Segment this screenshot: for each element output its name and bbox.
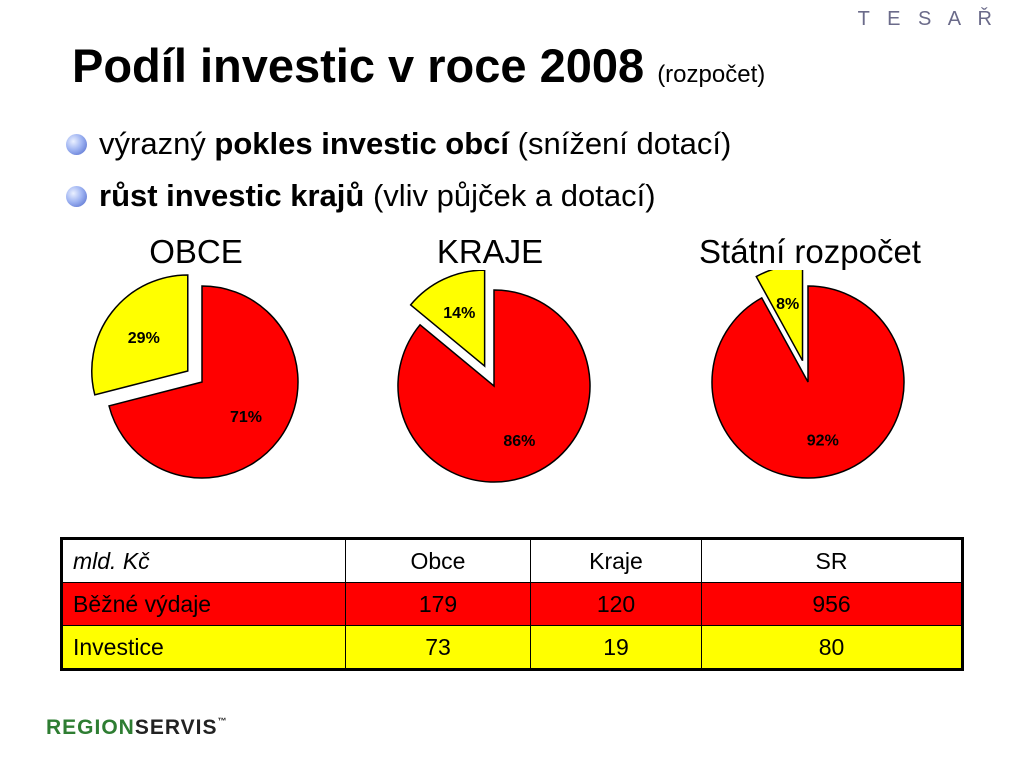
table-row: Běžné výdaje 179 120 956 [61, 582, 963, 626]
table-header-cell: mld. Kč [61, 538, 346, 583]
bullet-item: výrazný pokles investic obcí (snížení do… [66, 118, 731, 170]
obce-slice-investice [91, 274, 189, 396]
chart-title-kraje: KRAJE [436, 233, 544, 270]
bullet-dot-icon [66, 134, 87, 155]
table-cell: 956 [701, 582, 963, 626]
chart-title-statni-rozpocet: Státní rozpočet [699, 233, 921, 270]
obce-slice-investice-label: 29% [128, 330, 160, 347]
sr-slice-bezne-label: 92% [807, 433, 839, 450]
slide-title-sub: (rozpočet) [657, 61, 766, 88]
sr-slice-investice [755, 270, 804, 362]
table-cell: 80 [701, 625, 963, 670]
kraje-slice-bezne [397, 289, 591, 483]
data-table: mld. Kč Obce Kraje SR Běžné výdaje 179 1… [60, 537, 964, 671]
table-cell: Investice [61, 625, 346, 670]
slide-title-main: Podíl investic v roce 2008 [72, 39, 645, 92]
obce-slice-bezne [108, 285, 299, 479]
table-cell: 120 [530, 582, 702, 626]
table-cell: 19 [530, 625, 702, 670]
obce-slice-bezne-label: 71% [230, 409, 262, 426]
kraje-slice-investice-label: 14% [443, 305, 475, 322]
bullet-dot-icon [66, 186, 87, 207]
table-header-cell: Obce [345, 538, 531, 583]
table-row: Investice 73 19 80 [61, 625, 963, 670]
bullet-text-post: (snížení dotací) [509, 126, 732, 161]
chart-title-obce: OBCE [149, 233, 243, 270]
bullet-text-post: (vliv půjček a dotací) [364, 178, 656, 213]
sr-slice-bezne [711, 285, 905, 479]
table-header-cell: Kraje [530, 538, 702, 583]
bullet-text-bold: pokles investic obcí [214, 126, 510, 161]
bullet-item: růst investic krajů (vliv půjček a dotac… [66, 170, 731, 222]
regionservis-logo: REGIONSERVIS™ [46, 716, 228, 739]
sr-slice-investice-label: 8% [776, 296, 799, 313]
pie-charts: 29% 71% 14% 86% 8% 92% [91, 270, 905, 483]
bullet-text-bold: růst investic krajů [99, 178, 365, 213]
table-header-cell: SR [701, 538, 963, 583]
kraje-slice-investice [409, 270, 486, 368]
kraje-slice-bezne-label: 86% [503, 433, 535, 450]
table-cell: Běžné výdaje [61, 582, 346, 626]
author-name: T E S A Ř [857, 8, 998, 30]
slide-title: Podíl investic v roce 2008 (rozpočet) [72, 38, 765, 93]
table-cell: 73 [345, 625, 531, 670]
table-cell: 179 [345, 582, 531, 626]
bullet-list: výrazný pokles investic obcí (snížení do… [66, 118, 731, 222]
table-header-row: mld. Kč Obce Kraje SR [61, 538, 963, 583]
bullet-text-pre: výrazný [99, 126, 215, 161]
